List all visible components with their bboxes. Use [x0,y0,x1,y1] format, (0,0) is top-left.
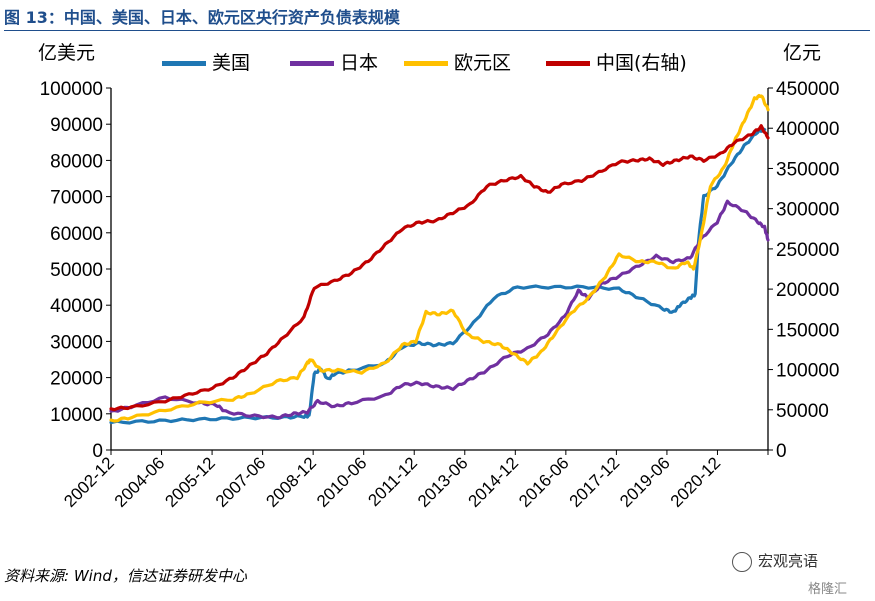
left-tick-label: 0 [92,441,103,462]
right-tick-label: 100000 [776,361,839,382]
left-tick-label: 50000 [50,260,103,281]
series-line-3 [109,124,770,412]
series-line-1 [109,199,770,420]
watermark: 宏观亮语 [732,550,818,572]
x-tick-label: 2002-12 [60,453,118,511]
x-tick-label: 2005-12 [161,453,219,511]
legend-item-us: 美国 [162,48,250,75]
left-tick-label: 80000 [50,151,103,172]
left-tick-label: 20000 [50,369,103,390]
watermark-secondary: 格隆汇 [808,582,848,597]
left-tick-label: 40000 [50,296,103,317]
left-axis-unit: 亿美元 [38,42,96,64]
right-tick-label: 200000 [776,280,839,301]
x-tick-label: 2016-06 [515,453,573,511]
legend-swatch-us [162,61,206,66]
x-tick-label: 2004-06 [111,453,169,511]
x-tick-label: 2011-12 [364,453,421,510]
wechat-icon [732,551,752,572]
right-tick-label: 350000 [776,159,839,180]
legend-swatch-china [546,61,590,66]
legend-label-china: 中国(右轴) [596,52,687,74]
x-tick-label: 2010-06 [313,453,371,511]
left-tick-label: 100000 [40,79,103,100]
legend-item-euro: 欧元区 [404,48,511,75]
legend-label-us: 美国 [212,52,251,74]
right-axis-unit: 亿元 [783,42,822,64]
legend-label-euro: 欧元区 [454,52,512,74]
right-tick-label: 300000 [776,200,839,221]
left-tick-label: 30000 [50,332,103,353]
legend-item-japan: 日本 [290,48,378,75]
title-rule [4,30,870,31]
legend-label-japan: 日本 [340,52,379,74]
x-tick-label: 2020-12 [667,453,725,511]
right-tick-label: 50000 [776,401,829,422]
right-tick-label: 250000 [776,240,839,261]
right-tick-label: 450000 [776,79,839,100]
right-tick-label: 150000 [776,320,839,341]
watermark-text: 宏观亮语 [758,552,819,570]
chart-title: 图 13：中国、美国、日本、欧元区央行资产负债表规模 [4,8,400,27]
left-tick-label: 90000 [50,115,103,136]
left-tick-label: 60000 [50,224,103,245]
x-tick-label: 2014-12 [465,453,523,511]
x-tick-label: 2017-12 [566,453,624,511]
x-tick-label: 2007-06 [212,453,270,511]
legend-item-china: 中国(右轴) [546,48,687,75]
source-note: 资料来源: Wind，信达证券研发中心 [4,567,247,585]
x-tick-label: 2019-06 [616,453,674,511]
x-tick-label: 2008-12 [262,453,320,511]
legend-swatch-japan [290,61,334,66]
x-tick-label: 2013-06 [414,453,472,511]
left-tick-label: 70000 [50,188,103,209]
right-tick-label: 0 [776,441,787,462]
left-tick-label: 10000 [50,405,103,426]
right-tick-label: 400000 [776,119,839,140]
legend-swatch-euro [404,61,448,66]
series-line-0 [109,127,767,425]
series-line-2 [109,93,770,423]
